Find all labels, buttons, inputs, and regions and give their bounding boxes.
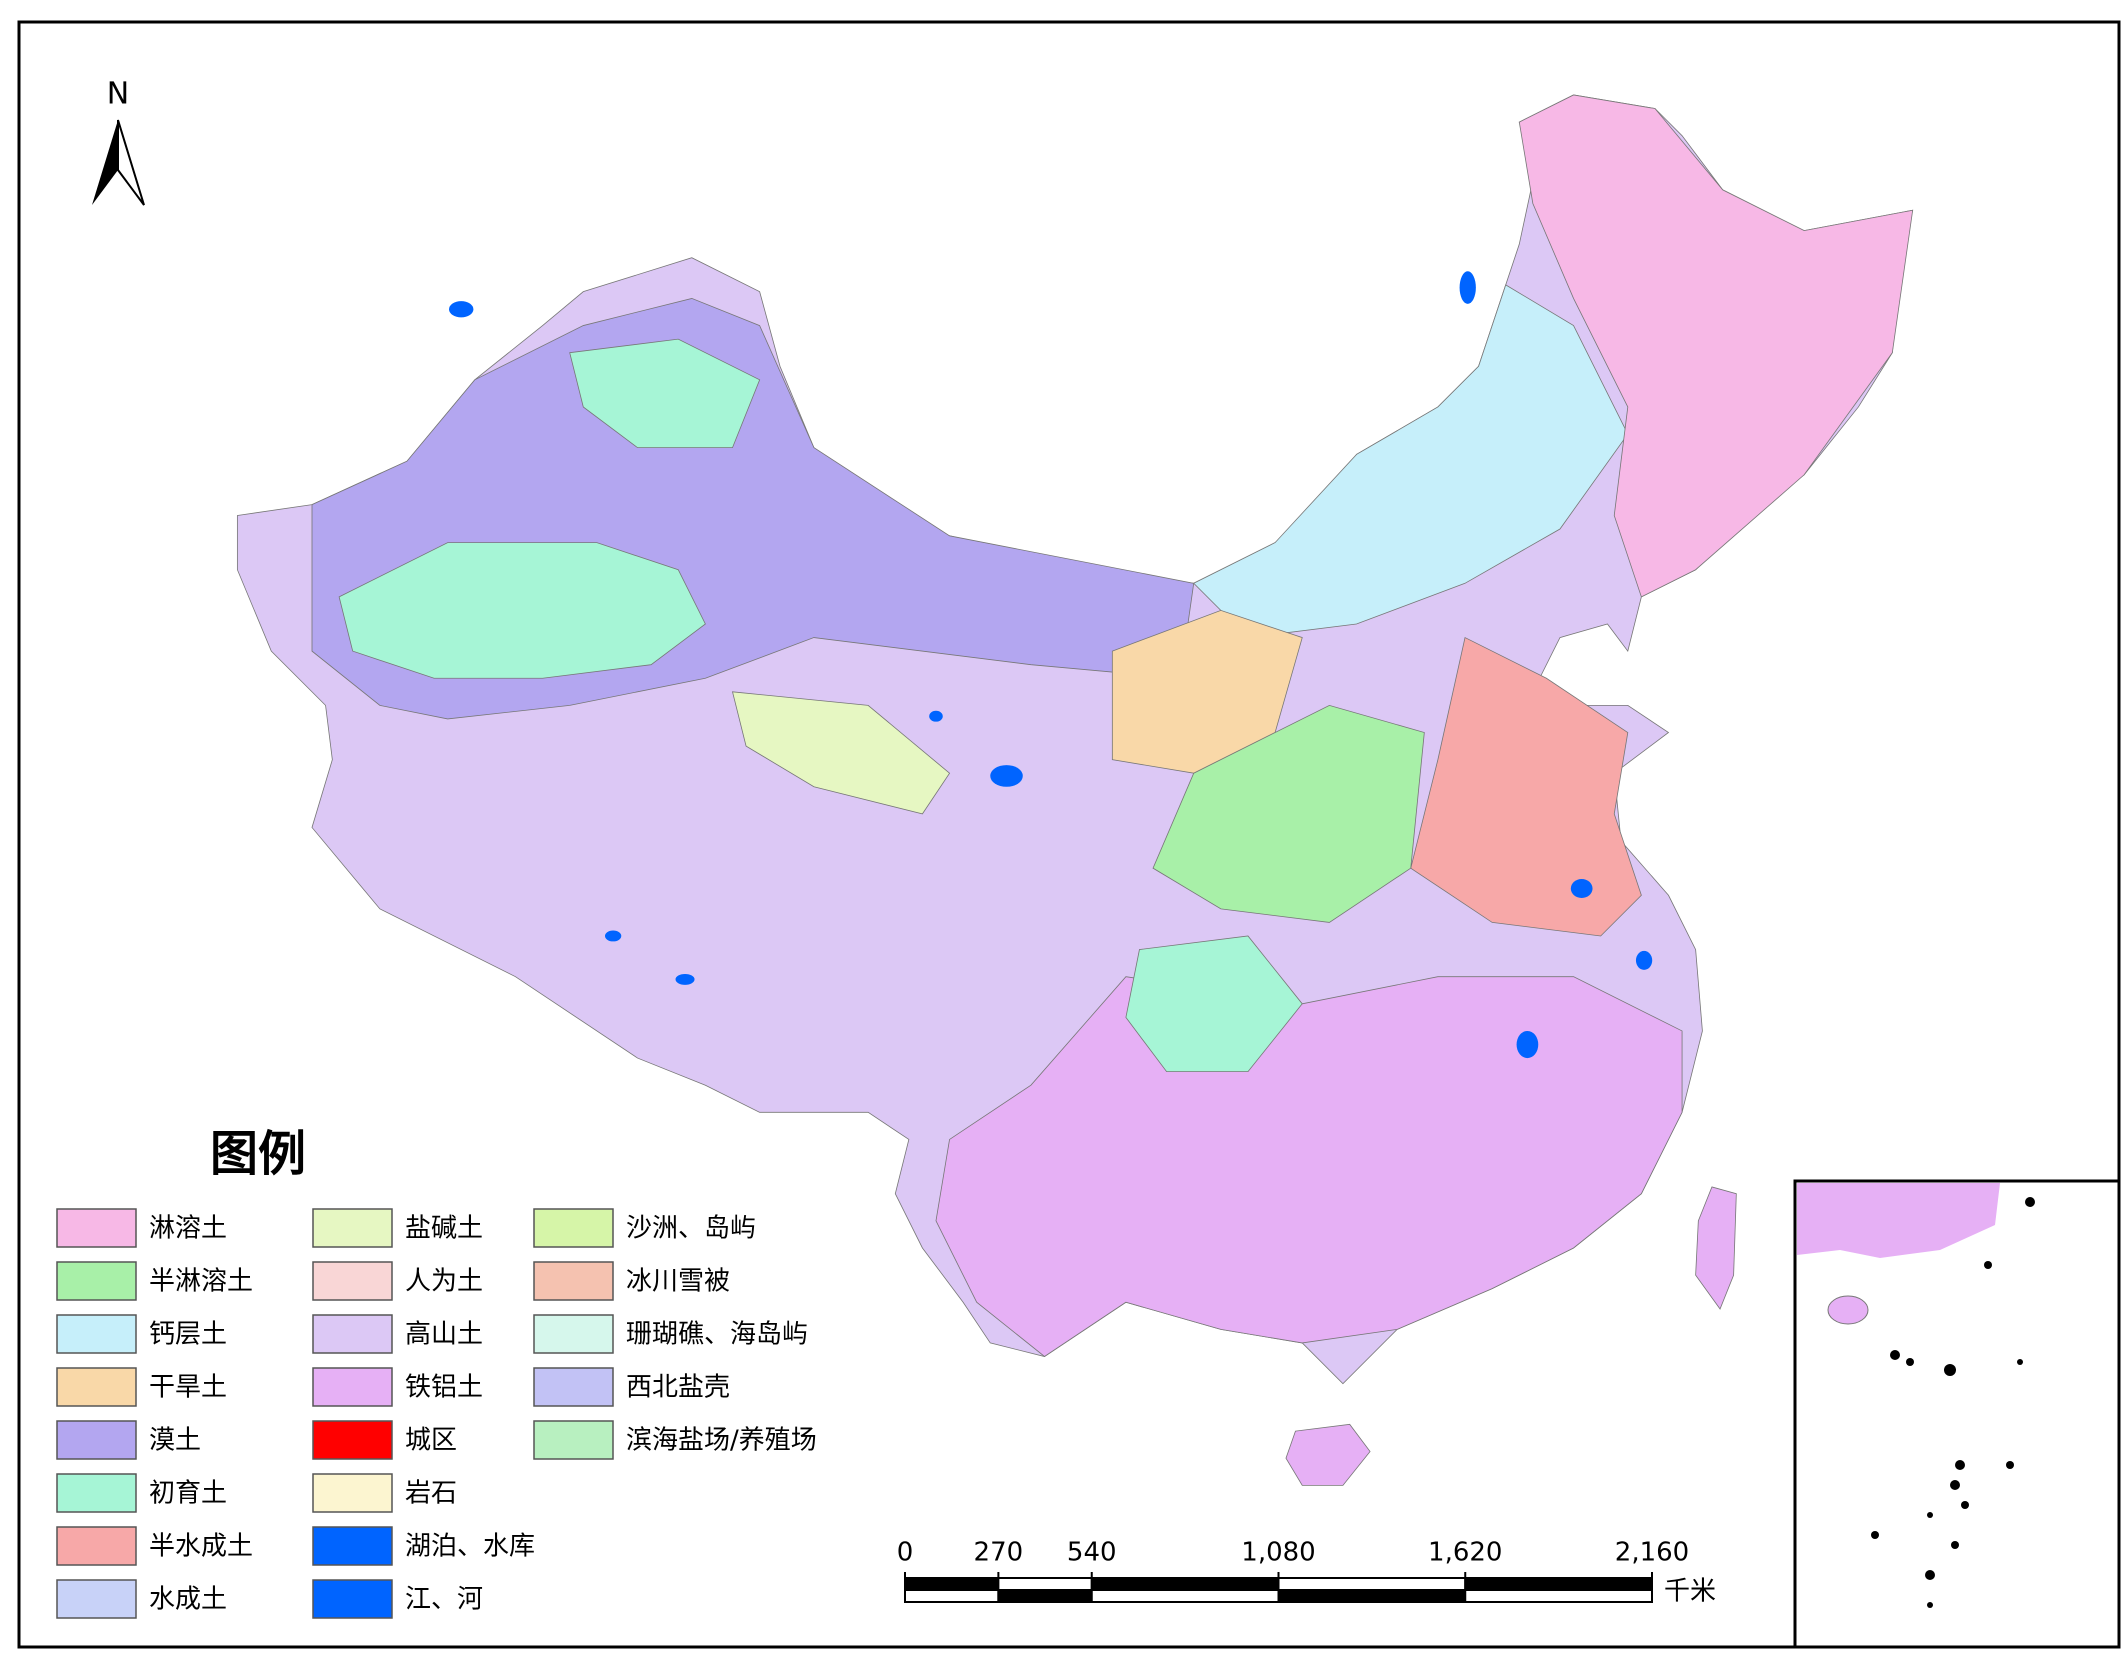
legend-label: 西北盐壳 (626, 1373, 730, 1403)
region-central (1152, 704, 1425, 923)
lake (1570, 879, 1593, 899)
legend-label: 淋溶土 (149, 1214, 227, 1244)
scale-segment (1277, 1589, 1467, 1603)
lake (449, 301, 474, 318)
north-label: N (107, 77, 129, 112)
legend-swatch (312, 1473, 393, 1513)
inset-islands (1871, 1197, 2035, 1608)
legend-title: 图例 (210, 1126, 306, 1182)
legend-swatch (56, 1314, 137, 1354)
region-south (935, 976, 1683, 1358)
hainan (1285, 1423, 1371, 1486)
legend-label: 漠土 (149, 1426, 201, 1456)
legend-swatch (56, 1367, 137, 1407)
legend-label: 高山土 (405, 1320, 483, 1350)
inset-land (1797, 1183, 2000, 1258)
legend-swatch (56, 1473, 137, 1513)
legend-swatch (533, 1420, 614, 1460)
legend-label: 钙层土 (149, 1320, 227, 1350)
legend-label: 半淋溶土 (149, 1267, 253, 1297)
arrow-right (117, 119, 145, 206)
legend-swatch (533, 1261, 614, 1301)
arrow-left (92, 120, 118, 205)
legend-label: 人为土 (405, 1267, 483, 1297)
inset-map (1797, 1183, 2035, 1608)
legend-swatch (56, 1420, 137, 1460)
legend-label: 铁铝土 (405, 1373, 483, 1403)
legend-swatch (533, 1367, 614, 1407)
inset-frame (1793, 1179, 2121, 1649)
legend-swatch (312, 1526, 393, 1566)
scale-segment (1090, 1577, 1280, 1591)
scale-label: 0 (897, 1538, 914, 1568)
legend-label: 江、河 (405, 1585, 483, 1615)
legend-label: 半水成土 (149, 1532, 253, 1562)
region-dzungaria (569, 338, 761, 449)
main-map (236, 94, 1914, 1486)
lake (604, 930, 622, 942)
legend-swatch (312, 1420, 393, 1460)
legend-label: 水成土 (149, 1585, 227, 1615)
region-north-plain (1410, 636, 1642, 937)
legend-swatch (312, 1261, 393, 1301)
lake (675, 973, 695, 985)
lake (1635, 950, 1653, 970)
taiwan (1695, 1186, 1737, 1310)
lake (990, 765, 1023, 787)
legend-swatch (533, 1314, 614, 1354)
legend-swatch (533, 1208, 614, 1248)
legend-swatch (312, 1208, 393, 1248)
legend-label: 滨海盐场/养殖场 (626, 1426, 817, 1456)
legend-swatch (56, 1526, 137, 1566)
legend-label: 珊瑚礁、海岛屿 (626, 1320, 808, 1350)
scale-label: 1,620 (1428, 1538, 1502, 1568)
scale-unit: 千米 (1664, 1577, 1716, 1607)
lakes (449, 271, 1653, 1059)
legend-label: 湖泊、水库 (405, 1532, 535, 1562)
legend-swatch (312, 1367, 393, 1407)
scale-segment (997, 1577, 1093, 1591)
scale-label: 2,160 (1615, 1538, 1689, 1568)
region-north-steppe (1193, 284, 1629, 638)
legend-swatch (56, 1579, 137, 1619)
legend-label: 沙洲、岛屿 (626, 1214, 756, 1244)
legend-swatch (312, 1579, 393, 1619)
region-tarim-basin (338, 542, 706, 679)
scale-segment (997, 1589, 1093, 1603)
scale-label: 540 (1067, 1538, 1117, 1568)
legend-swatch (312, 1314, 393, 1354)
scale-segment (1464, 1589, 1653, 1603)
legend-label: 初育土 (149, 1479, 227, 1509)
lake (929, 710, 943, 722)
scale-label: 270 (974, 1538, 1024, 1568)
region-northeast (1518, 94, 1914, 598)
region-sichuan-basin (1125, 935, 1303, 1073)
legend-label: 冰川雪被 (626, 1267, 730, 1297)
scale-label: 1,080 (1241, 1538, 1315, 1568)
north-arrow: N (92, 77, 145, 206)
legend-swatch (56, 1208, 137, 1248)
lake (1459, 271, 1476, 304)
inset-hainan (1827, 1295, 1869, 1325)
scale-segment (1277, 1577, 1467, 1591)
scale-segment (1464, 1577, 1653, 1591)
scale-segment (1090, 1589, 1280, 1603)
region-qaidam (731, 691, 951, 815)
scale-segment (904, 1589, 1000, 1603)
legend-label: 城区 (405, 1426, 457, 1456)
legend-label: 盐碱土 (405, 1214, 483, 1244)
lake (1516, 1030, 1539, 1059)
legend-swatch (56, 1261, 137, 1301)
legend-label: 岩石 (405, 1479, 457, 1509)
scale-bar: 0 270 540 1,080 1,620 2,160 千米 (897, 1538, 1716, 1607)
legend-label: 干旱土 (149, 1373, 227, 1403)
scale-segment (904, 1577, 1000, 1591)
